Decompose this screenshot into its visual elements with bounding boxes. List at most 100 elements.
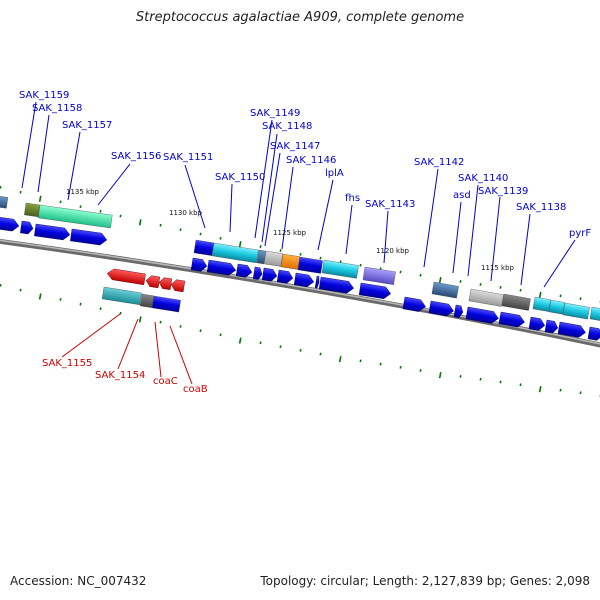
gene-label-sak1138[interactable]: SAK_1138 (516, 202, 566, 213)
gene-label-sak1142[interactable]: SAK_1142 (414, 157, 464, 168)
cds-forward-shape (557, 321, 586, 338)
gene-label-pyrf[interactable]: pyrF (569, 228, 591, 239)
cog-block-shape (362, 266, 396, 285)
tick-mark (179, 228, 182, 232)
cds-forward-shape (70, 228, 108, 246)
genome-backbone (0, 238, 600, 348)
leader-line (254, 119, 273, 239)
gene-label-sak1148[interactable]: SAK_1148 (262, 121, 312, 132)
tick-mark (99, 210, 102, 213)
position-label-1125: 1125 kbp (273, 229, 307, 237)
cog-block-shape (321, 259, 359, 279)
tick-mark (199, 329, 202, 333)
cog-block-shape (589, 306, 600, 322)
gene-label-sak1158[interactable]: SAK_1158 (32, 103, 82, 114)
position-label-1120: 1120 kbp (376, 247, 410, 255)
gene-label-sak1140[interactable]: SAK_1140 (458, 173, 508, 184)
leader-line (67, 131, 81, 201)
gene-label-coac[interactable]: coaC (153, 376, 178, 387)
tick-mark (419, 369, 422, 372)
leader-line (21, 101, 37, 189)
tick-mark (559, 294, 562, 298)
gene-label-sak1143[interactable]: SAK_1143 (365, 199, 415, 210)
cds-forward (358, 282, 391, 299)
gene-label-fhs[interactable]: fhs (345, 193, 360, 204)
gene-label-sak1139[interactable]: SAK_1139 (478, 186, 528, 197)
cog-block (280, 253, 300, 270)
cds-reverse (145, 275, 161, 289)
cog-block-shape (193, 239, 214, 256)
tick-mark (38, 195, 42, 202)
tick-mark (579, 391, 582, 395)
map-title: Streptococcus agalactiae A909, complete … (135, 10, 465, 25)
gene-label-sak1147[interactable]: SAK_1147 (270, 141, 320, 152)
cog-block-shape (548, 299, 565, 315)
cds-reverse (106, 268, 146, 286)
cog-block (101, 286, 142, 305)
cog-block (297, 256, 323, 274)
cog-block (211, 242, 259, 264)
cds-forward-shape (314, 275, 320, 289)
feature-tracks (0, 195, 600, 341)
cds-forward (557, 321, 586, 338)
accession-text: Accession: NC_007432 (10, 574, 147, 588)
position-labels: 1135 kbp 1130 kbp 1125 kbp 1120 kbp 1115… (66, 188, 515, 272)
tick-mark (279, 345, 282, 349)
cds-forward-shape (465, 306, 499, 324)
tick-mark (359, 263, 362, 267)
cds-forward (0, 216, 20, 232)
cds-forward (498, 311, 525, 328)
cog-block (589, 306, 600, 322)
tick-mark (399, 365, 402, 369)
leader-line (264, 152, 281, 247)
tick-mark (438, 277, 442, 284)
leader-line (452, 201, 462, 274)
cds-forward-shape (190, 257, 208, 272)
tick-mark (579, 297, 582, 301)
gene-label-asd[interactable]: asd (453, 190, 471, 201)
tick-mark (138, 219, 142, 226)
cds-forward (20, 220, 34, 235)
tick-mark (259, 341, 262, 345)
cds-forward-shape (318, 276, 354, 294)
cog-block-shape (101, 286, 142, 305)
tick-mark (519, 288, 522, 292)
cds-reverse-shape (158, 277, 173, 290)
cds-forward-shape (34, 223, 71, 241)
tick-mark (99, 307, 102, 311)
gene-label-sak1149[interactable]: SAK_1149 (250, 108, 300, 119)
gene-label-sak1150[interactable]: SAK_1150 (215, 172, 265, 183)
cog-block-shape (0, 195, 9, 209)
tick-mark (299, 348, 302, 352)
tick-mark (79, 302, 82, 306)
position-label-1135: 1135 kbp (66, 188, 100, 196)
gene-label-lpla[interactable]: lplA (325, 168, 344, 179)
cds-reverse-shape (145, 275, 161, 289)
cog-block-shape (532, 296, 551, 312)
leader-line (520, 213, 531, 286)
tick-mark (459, 375, 462, 378)
cog-block (193, 239, 214, 256)
cds-forward (453, 304, 464, 318)
cog-block (0, 195, 9, 209)
leader-line (490, 196, 501, 282)
cog-block (151, 295, 181, 313)
cog-block-shape (211, 242, 259, 264)
gene-label-sak1159[interactable]: SAK_1159 (19, 90, 69, 101)
leader-line (281, 166, 294, 250)
gene-label-coab[interactable]: coaB (183, 384, 208, 395)
gene-label-sak1155[interactable]: SAK_1155 (42, 358, 92, 369)
tick-mark (359, 359, 362, 363)
gene-label-sak1146[interactable]: SAK_1146 (286, 155, 336, 166)
tick-mark (499, 286, 502, 289)
cds-forward (70, 228, 108, 246)
gene-label-sak1156[interactable]: SAK_1156 (111, 151, 161, 162)
gene-label-sak1151[interactable]: SAK_1151 (163, 152, 213, 163)
gene-label-sak1154[interactable]: SAK_1154 (95, 370, 145, 381)
tick-mark (319, 256, 322, 260)
leader-line (37, 114, 50, 193)
gene-label-sak1157[interactable]: SAK_1157 (62, 120, 112, 131)
tick-mark (119, 311, 122, 315)
cds-forward (293, 272, 315, 288)
